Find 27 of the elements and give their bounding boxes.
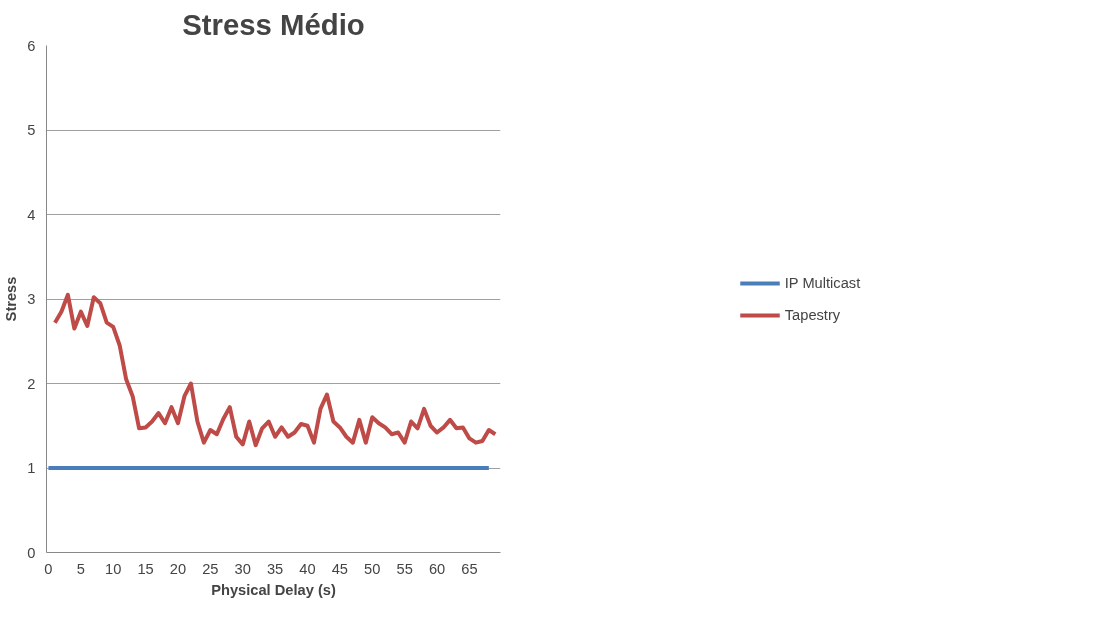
x-tick-label: 20 xyxy=(169,560,187,577)
y-tick-label: 3 xyxy=(27,291,36,307)
legend-label: IP Multicast xyxy=(784,274,861,291)
x-tick-label: 55 xyxy=(396,560,413,577)
x-tick-label: 15 xyxy=(137,560,154,577)
x-tick-label: 0 xyxy=(44,560,53,577)
x-tick-label: 25 xyxy=(202,560,219,577)
y-axis-title: Stress xyxy=(3,276,20,322)
x-tick-label: 5 xyxy=(76,560,85,577)
x-tick-label: 50 xyxy=(364,560,381,577)
x-tick-label: 60 xyxy=(428,560,446,577)
legend-label: Tapestry xyxy=(784,306,841,323)
x-axis-title: Physical Delay (s) xyxy=(211,581,336,598)
x-tick-label: 40 xyxy=(299,560,316,577)
y-tick-label: 6 xyxy=(27,37,36,54)
y-tick-label: 5 xyxy=(27,122,36,138)
x-tick-label: 45 xyxy=(331,560,349,577)
y-tick-label: 2 xyxy=(27,375,36,392)
x-tick-label: 65 xyxy=(461,560,478,577)
line-series xyxy=(52,292,498,448)
x-tick-label: 35 xyxy=(266,560,284,577)
x-tick-label: 30 xyxy=(234,560,251,577)
y-tick-label: 0 xyxy=(27,544,36,561)
y-tick-label: 4 xyxy=(27,206,36,223)
y-tick-label: 1 xyxy=(27,460,36,476)
x-tick-label: 10 xyxy=(105,560,122,577)
chart-title: Stress Médio xyxy=(182,7,365,41)
